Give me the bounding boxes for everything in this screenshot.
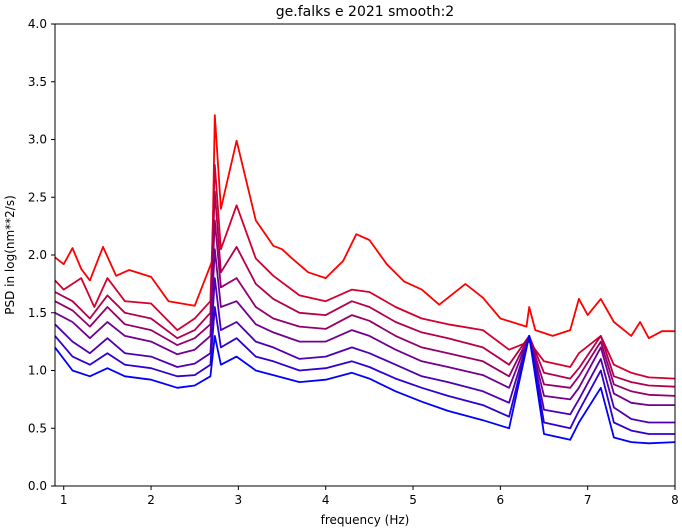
series-line-8 <box>54 335 676 445</box>
x-axis-label: frequency (Hz) <box>321 513 410 527</box>
plot-lines <box>54 114 676 445</box>
series-line-1 <box>54 114 675 340</box>
x-tick-label: 7 <box>584 493 592 507</box>
x-tick-label: 4 <box>322 493 330 507</box>
y-tick-label: 2.5 <box>28 190 47 204</box>
y-tick-label: 4.0 <box>28 17 47 31</box>
series-line-6 <box>54 277 675 424</box>
y-tick-label: 1.0 <box>28 364 47 378</box>
x-tick-label: 3 <box>235 493 243 507</box>
y-tick-label: 3.0 <box>28 133 47 147</box>
y-axis: 0.0 0.5 1.0 1.5 2.0 2.5 3.0 3.5 4.0 <box>28 17 55 493</box>
x-axis: 1 2 3 4 5 6 7 8 <box>60 486 679 507</box>
chart-title: ge.falks e 2021 smooth:2 <box>276 4 454 20</box>
x-tick-label: 8 <box>671 493 679 507</box>
y-tick-label: 2.0 <box>28 248 47 262</box>
y-axis-label: PSD in log(nm**2/s) <box>3 195 17 315</box>
series-line-2 <box>54 164 676 380</box>
series-line-7 <box>54 306 675 435</box>
y-tick-label: 0.5 <box>28 421 47 435</box>
x-tick-label: 6 <box>497 493 505 507</box>
x-tick-label: 2 <box>147 493 155 507</box>
x-tick-label: 1 <box>60 493 68 507</box>
series-line-4 <box>54 219 676 397</box>
y-tick-label: 1.5 <box>28 306 47 320</box>
series-line-5 <box>54 248 675 406</box>
x-tick-label: 5 <box>409 493 417 507</box>
y-tick-label: 0.0 <box>28 479 47 493</box>
y-tick-label: 3.5 <box>28 75 47 89</box>
series-line-3 <box>54 190 676 388</box>
